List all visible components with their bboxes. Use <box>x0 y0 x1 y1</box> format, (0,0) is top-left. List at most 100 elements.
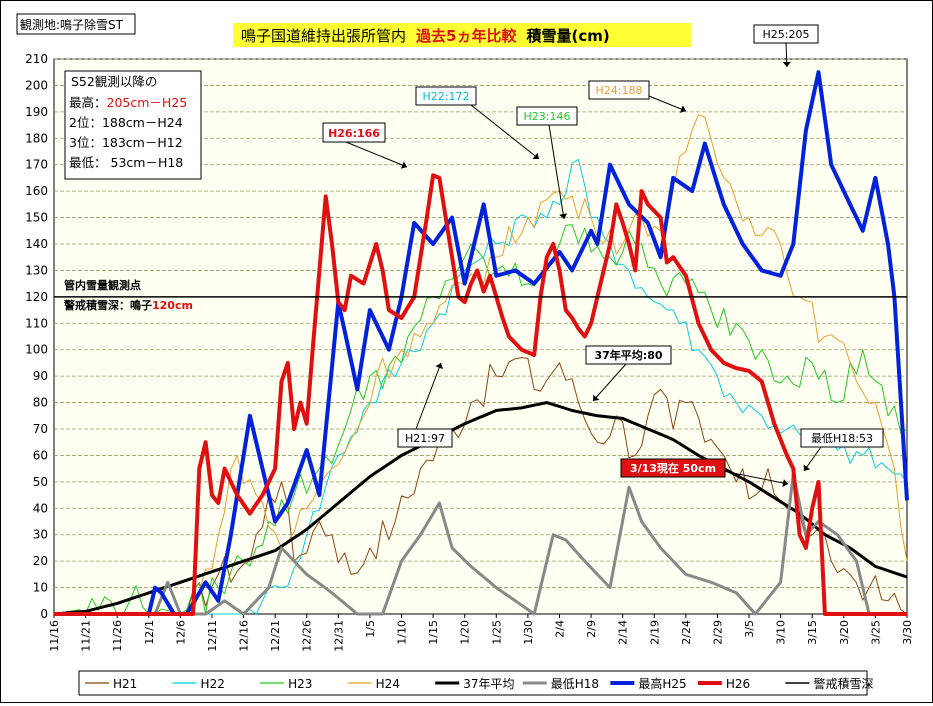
threshold-note-line1: 管内雪量観測点 <box>64 278 141 292</box>
record-line: 2位：188cm－H24 <box>69 115 183 130</box>
y-tick-label: 30 <box>33 528 48 542</box>
y-tick-label: 210 <box>25 52 48 66</box>
chart-title: 鳴子国道維持出張所管内 過去5ヵ年比較 積雪量(cm) <box>241 27 610 45</box>
callout-box <box>800 428 884 448</box>
record-heading: S52観測以降の <box>71 74 157 89</box>
callout-label: 最低H18:53 <box>811 432 873 445</box>
x-tick-label: 12/26 <box>301 620 314 652</box>
y-tick-label: 200 <box>25 78 48 92</box>
y-tick-label: 90 <box>33 369 48 383</box>
callout-arrowhead <box>435 363 443 370</box>
callout-label: H26:166 <box>328 127 380 140</box>
series-line <box>54 70 909 616</box>
callout-box <box>620 458 726 478</box>
callout-box <box>588 80 650 100</box>
x-tick-label: 1/20 <box>459 620 472 645</box>
x-tick-label: 1/25 <box>490 620 503 645</box>
x-tick-label: 3/30 <box>901 620 914 645</box>
callout-leader <box>548 124 565 220</box>
x-tick-label: 12/6 <box>174 620 187 645</box>
callout-arrowhead <box>593 394 600 401</box>
x-tick-label: 12/11 <box>206 620 219 652</box>
callout-leader <box>722 470 789 485</box>
callout-arrowhead <box>679 105 686 113</box>
x-tick-label: 2/14 <box>617 620 630 645</box>
y-tick-label: 100 <box>25 343 48 357</box>
series-line <box>54 173 907 616</box>
legend-label: 最低H18 <box>551 677 599 691</box>
callout-arrowhead <box>803 464 811 471</box>
x-tick-label: 3/20 <box>838 620 851 645</box>
x-tick-label: 12/31 <box>332 620 345 652</box>
y-tick-label: 10 <box>33 581 48 595</box>
callout-box <box>415 86 477 106</box>
x-tick-label: 11/21 <box>80 620 93 652</box>
callout-leader <box>415 362 442 430</box>
x-tick-label: 3/25 <box>869 620 882 645</box>
y-tick-label: 60 <box>33 448 48 462</box>
callout-label: 3/13現在 50cm <box>630 461 716 475</box>
record-line: 最高：205cm－H25 <box>69 95 187 110</box>
callout-label: H22:172 <box>423 90 470 103</box>
y-tick-label: 170 <box>25 158 48 172</box>
x-tick-label: 2/9 <box>585 620 598 638</box>
y-tick-label: 120 <box>25 290 48 304</box>
x-tick-label: 2/4 <box>553 620 566 638</box>
station-box <box>16 13 136 35</box>
callout-label: H24:188 <box>596 84 643 97</box>
y-tick-label: 190 <box>25 105 48 119</box>
y-tick-label: 160 <box>25 184 48 198</box>
x-tick-label: 3/15 <box>806 620 819 645</box>
callout-leader <box>470 104 540 160</box>
y-tick-label: 20 <box>33 554 48 568</box>
callout-label: 37年平均:80 <box>594 348 662 362</box>
callout-arrowhead <box>400 161 407 169</box>
callout-leader <box>648 95 687 112</box>
callout-arrowhead <box>559 213 568 219</box>
y-tick-label: 150 <box>25 211 48 225</box>
x-tick-label: 2/19 <box>648 620 661 645</box>
callout-arrowhead <box>782 479 788 487</box>
x-tick-label: 3/10 <box>775 620 788 645</box>
x-tick-label: 2/24 <box>680 620 693 645</box>
y-tick-label: 50 <box>33 475 48 489</box>
x-tick-label: 1/5 <box>364 620 377 638</box>
y-tick-label: 180 <box>25 131 48 145</box>
threshold-note-line2: 警戒積雪深：鳴子120cm <box>63 298 193 312</box>
y-tick-label: 130 <box>25 263 48 277</box>
x-tick-label: 11/16 <box>48 620 61 652</box>
callout-box <box>585 345 672 365</box>
callout-box <box>397 428 453 448</box>
legend <box>78 670 868 696</box>
x-tick-label: 1/10 <box>396 620 409 645</box>
legend-label: H24 <box>376 677 400 691</box>
callout-arrowhead <box>532 152 539 160</box>
callout-box <box>516 106 578 126</box>
record-line: 最低： 53cm－H18 <box>69 155 183 170</box>
x-tick-label: 1/15 <box>427 620 440 645</box>
callout-box <box>322 122 386 143</box>
y-tick-label: 80 <box>33 396 48 410</box>
station-label: 観測地:鳴子除雪ST <box>20 17 124 32</box>
x-tick-label: 12/21 <box>269 620 282 652</box>
y-tick-label: 110 <box>25 316 48 330</box>
y-tick-label: 0 <box>40 607 48 621</box>
legend-label: H26 <box>726 677 750 691</box>
title-box <box>233 23 691 47</box>
x-tick-label: 12/1 <box>143 620 156 645</box>
legend-label: 37年平均 <box>463 677 514 691</box>
legend-label: 警戒積雪深 <box>813 676 873 691</box>
legend-label: H22 <box>201 677 225 691</box>
callout-label: H23:146 <box>524 110 571 123</box>
legend-label: H23 <box>288 677 312 691</box>
x-tick-label: 11/26 <box>111 620 124 652</box>
x-tick-label: 1/30 <box>522 620 535 645</box>
legend-label: H21 <box>113 677 137 691</box>
x-tick-label: 12/16 <box>238 620 251 652</box>
callout-leader <box>592 363 627 402</box>
y-tick-label: 70 <box>33 422 48 436</box>
x-tick-label: 3/5 <box>743 620 756 638</box>
series-line <box>54 472 907 616</box>
